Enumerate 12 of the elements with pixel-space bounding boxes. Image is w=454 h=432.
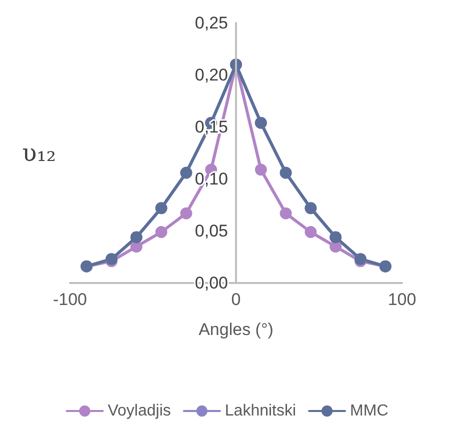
legend-label: Lakhnitski [224, 402, 296, 420]
y-tick-label: 0,05 [194, 222, 228, 240]
y-tick-label: 0,25 [194, 14, 228, 32]
x-tick-label: 0 [231, 290, 241, 309]
legend-label: MMC [350, 402, 388, 420]
legend-label: Voyladjis [108, 402, 171, 420]
x-tick-label: 100 [388, 290, 416, 309]
y-axis-title: υ₁₂ [22, 139, 56, 167]
x-tick-label: -100 [52, 290, 88, 309]
x-axis-title: Angles (°) [198, 320, 274, 339]
y-tick-label: 0,00 [194, 274, 228, 292]
y-tick-label: 0,20 [194, 66, 228, 84]
